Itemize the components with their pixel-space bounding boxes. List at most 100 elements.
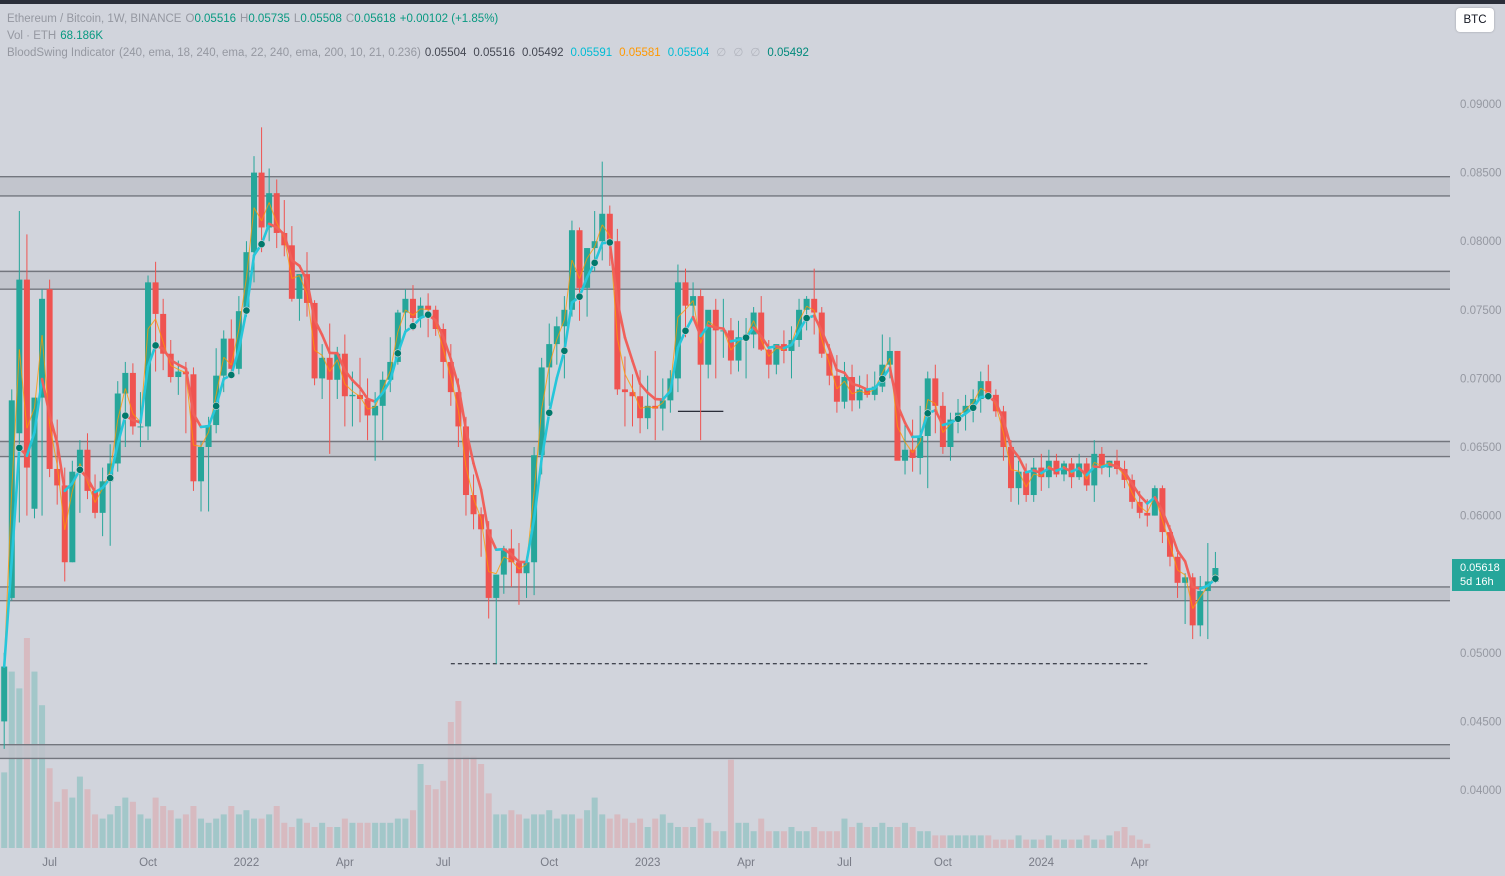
swing-line-segment: [1138, 494, 1149, 505]
volume-bar: [129, 801, 136, 848]
volume-bar: [1098, 839, 1105, 848]
volume-label[interactable]: Vol · ETH: [7, 30, 57, 42]
symbol-title[interactable]: Ethereum / Bitcoin, 1W, BINANCE: [7, 13, 182, 25]
orange-fast-line-segment: [488, 571, 497, 575]
volume-bar: [644, 827, 651, 848]
swing-line-segment: [888, 366, 899, 407]
swing-line-segment: [1032, 469, 1043, 475]
candle-body: [152, 282, 159, 314]
swing-line-segment: [1153, 496, 1164, 513]
candle-body: [682, 282, 689, 306]
volume-bar: [871, 827, 878, 848]
swing-dot: [106, 474, 115, 482]
candle-body: [599, 213, 606, 242]
close-key: C: [345, 13, 355, 25]
volume-bar: [1068, 839, 1075, 848]
price-axis[interactable]: 0.09000 0.08500 0.08000 0.07500 0.07000 0.065…: [1460, 99, 1502, 797]
legend-indicator-row[interactable]: BloodSwing Indicator (240, ema, 18, 240, …: [7, 46, 820, 60]
candle-body: [606, 213, 613, 242]
orange-fast-line-segment: [730, 341, 739, 351]
volume-bar: [977, 835, 984, 848]
orange-fast-line-segment: [124, 388, 134, 414]
volume-bar: [319, 822, 326, 848]
swing-line-segment: [184, 367, 195, 415]
candle-body: [364, 398, 371, 416]
swing-line-segment: [510, 553, 521, 564]
candle-body: [190, 374, 197, 482]
candle-body: [84, 449, 91, 491]
volume-bar: [69, 797, 76, 848]
volume-bar: [16, 688, 23, 848]
candle-body: [841, 377, 848, 402]
orange-fast-line-segment: [298, 275, 308, 295]
orange-fast-line-segment: [533, 408, 543, 492]
swing-line-segment: [449, 357, 460, 388]
orange-fast-line-segment: [306, 293, 316, 351]
swing-dot: [545, 408, 554, 417]
candle-body: [485, 529, 492, 598]
orange-fast-line-segment: [336, 359, 346, 385]
legend-volume-row[interactable]: Vol · ETH 68.186K: [7, 29, 107, 43]
volume-bar: [1045, 835, 1052, 848]
swing-line-segment: [2, 558, 14, 668]
legend-symbol-row[interactable]: Ethereum / Bitcoin, 1W, BINANCE O0.05516 H…: [7, 12, 502, 26]
swing-line-segment: [1062, 466, 1073, 473]
indicator-value: ∅: [733, 47, 744, 59]
swing-line-segment: [1115, 464, 1126, 474]
swing-dot: [1211, 574, 1220, 583]
volume-bar: [584, 810, 591, 848]
swing-line-segment: [93, 486, 104, 494]
volume-bar: [697, 818, 704, 848]
time-axis[interactable]: Jul Oct 2022 Apr Jul Oct 2023 Apr Jul Oct 2024 Apr: [42, 857, 1149, 869]
volume-bar: [145, 818, 152, 848]
volume-bar: [546, 810, 553, 848]
last-price-label: 0.05618 5d 16h: [1452, 559, 1505, 591]
volume-bar: [992, 839, 999, 848]
swing-line-segment: [108, 442, 120, 480]
volume-bar: [182, 814, 189, 848]
volume-bar: [758, 818, 765, 848]
swing-line-segment: [40, 377, 51, 417]
swing-line-segment: [858, 384, 869, 391]
swing-line-segment: [699, 324, 710, 338]
volume-bar: [727, 759, 734, 848]
volume-value: 68.186K: [60, 30, 104, 42]
orange-fast-line-segment: [1018, 470, 1027, 488]
swing-line-segment: [214, 377, 226, 408]
swing-dot: [424, 310, 433, 319]
swing-line-segment: [1070, 467, 1081, 473]
orange-fast-line-segment: [261, 202, 270, 222]
orange-fast-line-segment: [200, 431, 210, 447]
swing-line-segment: [525, 518, 536, 564]
swing-dot: [575, 292, 584, 301]
orange-fast-line-segment: [776, 347, 785, 351]
orange-fast-line-segment: [1131, 492, 1141, 507]
orange-fast-line-segment: [904, 441, 914, 453]
candle-body: [697, 296, 704, 365]
candle-body: [765, 349, 772, 365]
high-value: 0.05735: [248, 13, 290, 25]
orange-fast-line-segment: [806, 305, 815, 311]
candle-body: [750, 312, 757, 335]
orange-fast-line-segment: [647, 406, 656, 409]
candle-body: [296, 274, 303, 299]
orange-fast-line-segment: [1025, 473, 1035, 488]
candle-body: [1076, 463, 1083, 478]
swing-dot: [151, 341, 160, 350]
orange-fast-line-segment: [579, 258, 588, 279]
volume-bar: [765, 831, 772, 848]
candle-body: [947, 419, 954, 447]
volume-bar: [326, 827, 333, 848]
candle-body: [939, 405, 946, 447]
candle-body: [917, 436, 924, 458]
currency-button[interactable]: BTC: [1456, 8, 1494, 32]
candle-body: [674, 282, 681, 379]
volume-bar: [228, 806, 235, 848]
volume-bar: [266, 814, 273, 848]
orange-fast-line-segment: [836, 380, 845, 390]
indicator-name[interactable]: BloodSwing Indicator: [7, 47, 116, 59]
candle-body: [1197, 591, 1204, 626]
indicator-value: ∅: [716, 47, 727, 59]
candle-body: [54, 468, 61, 486]
